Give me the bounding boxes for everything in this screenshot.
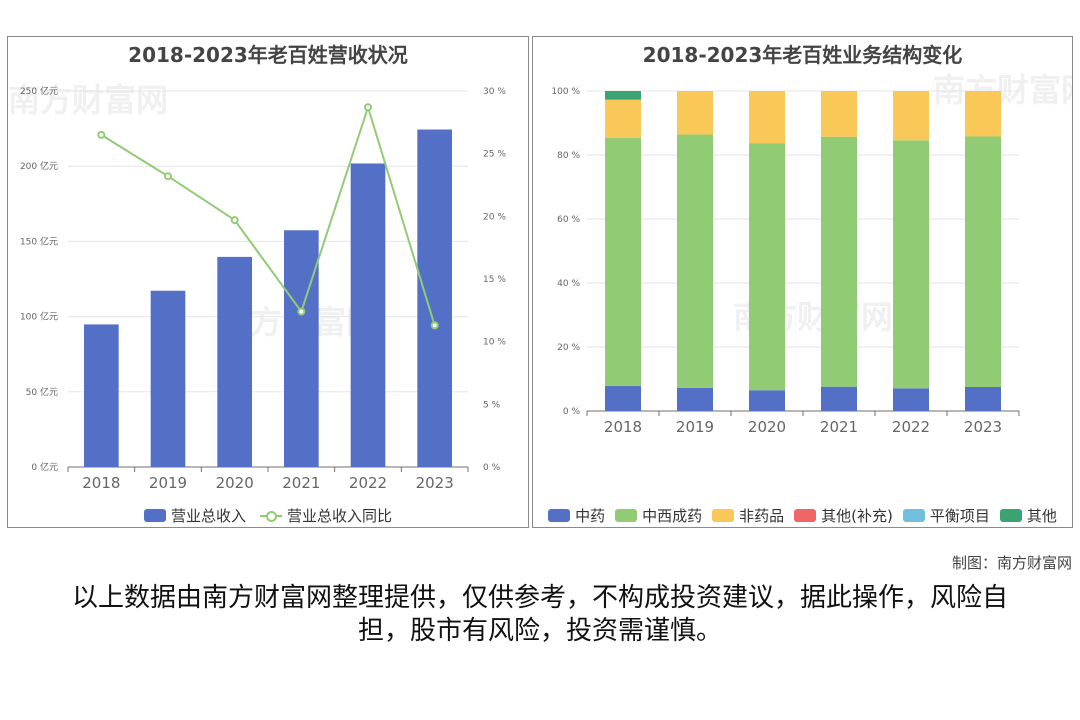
bar bbox=[217, 256, 252, 467]
stacked-bar-segment bbox=[749, 390, 785, 411]
y2-tick-label: 30 % bbox=[483, 87, 506, 97]
y-tick-label: 250 亿元 bbox=[20, 85, 58, 97]
y-tick-label: 200 亿元 bbox=[20, 160, 58, 172]
legend-swatch bbox=[999, 509, 1022, 522]
line-series bbox=[100, 103, 436, 326]
stacked-bar-segment bbox=[605, 386, 641, 411]
legend-item[interactable]: 非药品 bbox=[712, 505, 784, 526]
legend-label: 平衡项目 bbox=[929, 507, 990, 525]
revenue-chart-legend: 营业总收入 营业总收入同比 bbox=[8, 505, 528, 526]
y-tick-label: 20 % bbox=[557, 343, 580, 353]
line-point bbox=[297, 307, 306, 316]
structure-chart-title: 2018-2023年老百姓业务结构变化 bbox=[642, 43, 963, 67]
legend-label: 营业总收入同比 bbox=[287, 507, 393, 525]
legend-label: 营业总收入 bbox=[170, 507, 246, 525]
stacked-bar-segment bbox=[677, 91, 713, 135]
legend-item-revenue[interactable]: 营业总收入 bbox=[143, 505, 246, 526]
stacked-bar-segment bbox=[749, 143, 785, 391]
stacked-bar-segment bbox=[821, 91, 857, 137]
legend-item[interactable]: 其他(补充) bbox=[794, 505, 893, 526]
bar bbox=[284, 230, 319, 467]
legend-swatch bbox=[712, 509, 735, 522]
y2-tick-label: 5 % bbox=[483, 400, 501, 410]
legend-swatch bbox=[143, 509, 166, 522]
legend-label: 其他 bbox=[1026, 507, 1057, 525]
x-tick-label: 2023 bbox=[416, 474, 454, 492]
x-tick-label: 2022 bbox=[349, 474, 387, 492]
x-tick-label: 2018 bbox=[604, 418, 642, 436]
x-tick-label: 2018 bbox=[82, 474, 120, 492]
line-point bbox=[230, 216, 239, 225]
bar bbox=[417, 129, 452, 467]
legend-swatch bbox=[260, 509, 282, 522]
revenue-chart-svg: 0 亿元 50 亿元 100 亿元 150 亿元 200 亿元 250 亿元 0 % 5 % 1… bbox=[20, 85, 506, 492]
legend-swatch bbox=[548, 509, 571, 522]
stacked-bar-segment bbox=[677, 387, 713, 411]
legend-swatch bbox=[794, 509, 817, 522]
chart-credit: 制图：南方财富网 bbox=[951, 554, 1072, 572]
legend-label: 中西成药 bbox=[642, 507, 703, 525]
x-tick-label: 2019 bbox=[676, 418, 714, 436]
legend-item[interactable]: 中西成药 bbox=[615, 505, 702, 526]
y-tick-label: 80 % bbox=[557, 151, 580, 161]
x-tick-label: 2023 bbox=[964, 418, 1002, 436]
y-tick-label: 0 亿元 bbox=[31, 461, 58, 473]
y2-tick-label: 0 % bbox=[483, 463, 501, 473]
stacked-bar-segment bbox=[749, 91, 785, 144]
stacked-bar-segment bbox=[893, 91, 929, 141]
y2-tick-label: 25 % bbox=[483, 150, 506, 160]
legend-item-revenue-yoy[interactable]: 营业总收入同比 bbox=[260, 505, 392, 526]
legend-label: 其他(补充) bbox=[821, 507, 893, 525]
x-tick-label: 2020 bbox=[216, 474, 254, 492]
x-tick-label: 2020 bbox=[748, 418, 786, 436]
x-tick-label: 2021 bbox=[282, 474, 320, 492]
legend-item[interactable]: 中药 bbox=[548, 505, 605, 526]
bar bbox=[150, 290, 186, 467]
stacked-bar-segment bbox=[893, 388, 929, 411]
line-point bbox=[164, 172, 172, 181]
x-tick-label: 2019 bbox=[149, 474, 187, 492]
stacked-bar-segment bbox=[605, 138, 641, 387]
legend-swatch bbox=[902, 509, 925, 522]
disclaimer-text: 以上数据由南方财富网整理提供，仅供参考，不构成投资建议，据此操作，风险自担，股市… bbox=[71, 583, 1008, 646]
line-point bbox=[430, 321, 439, 330]
legend-label: 中药 bbox=[575, 507, 606, 525]
legend-item[interactable]: 平衡项目 bbox=[902, 505, 990, 526]
line-point bbox=[364, 103, 372, 112]
legend-item[interactable]: 其他 bbox=[999, 505, 1057, 526]
stacked-bar-segment bbox=[605, 91, 641, 100]
y-tick-label: 150 亿元 bbox=[20, 235, 58, 247]
revenue-chart-title: 2018-2023年老百姓营收状况 bbox=[128, 43, 408, 67]
bar bbox=[350, 163, 386, 467]
legend-label: 非药品 bbox=[739, 507, 785, 525]
y-tick-label: 100 % bbox=[551, 87, 580, 97]
y2-tick-label: 20 % bbox=[483, 212, 506, 222]
bar bbox=[84, 324, 119, 467]
line-point bbox=[97, 130, 106, 139]
structure-chart-legend: 中药 中西成药 非药品 其他(补充) 平衡项目 其他 bbox=[533, 505, 1072, 526]
stacked-bar-segment bbox=[893, 140, 929, 389]
stacked-bar-segment bbox=[821, 386, 857, 411]
y-tick-label: 0 % bbox=[563, 407, 581, 417]
legend-swatch bbox=[615, 509, 638, 522]
x-tick-label: 2021 bbox=[820, 418, 858, 436]
stacked-bar-segment bbox=[965, 91, 1001, 137]
stacked-bar-segment bbox=[821, 136, 857, 387]
y2-tick-label: 15 % bbox=[483, 275, 506, 285]
y-tick-label: 40 % bbox=[557, 279, 580, 289]
y-tick-label: 60 % bbox=[557, 215, 580, 225]
stacked-bar-segment bbox=[965, 136, 1001, 387]
y-tick-label: 50 亿元 bbox=[26, 386, 58, 398]
stacked-bar-segment bbox=[605, 99, 641, 139]
stacked-bar-segment bbox=[965, 387, 1001, 411]
structure-chart-panel: 2018-2023年老百姓业务结构变化 南方财富网 南方财富网 0 %20 %4… bbox=[532, 36, 1073, 528]
y2-tick-label: 10 % bbox=[483, 338, 506, 348]
x-tick-label: 2022 bbox=[892, 418, 930, 436]
y-tick-label: 100 亿元 bbox=[20, 311, 58, 323]
structure-chart-svg: 0 % 20 % 40 % 60 % 80 % 100 % 2018 2019 2020 2021… bbox=[551, 87, 1020, 436]
stacked-bar-segment bbox=[677, 134, 713, 388]
